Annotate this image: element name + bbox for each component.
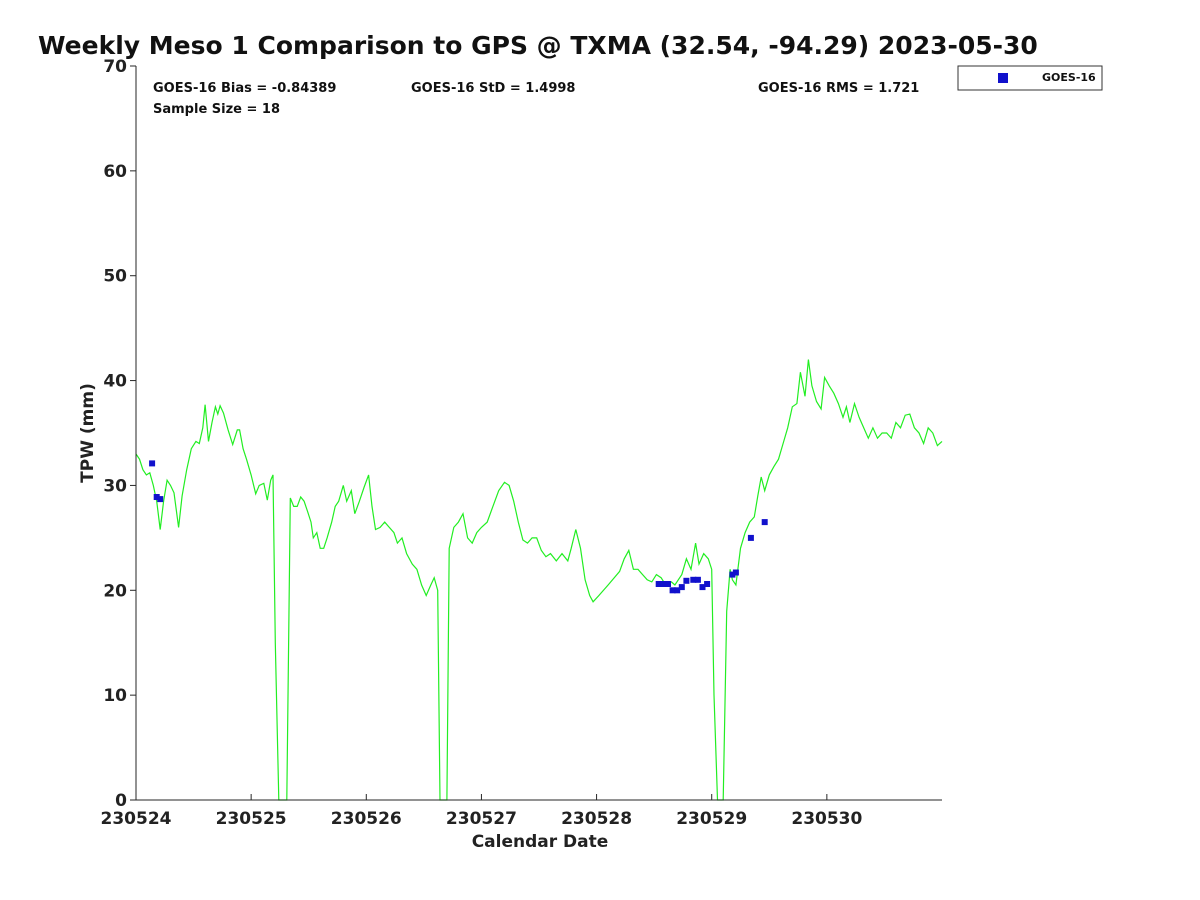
plot-area: [135, 66, 943, 801]
x-axis-ticks: 230524 230525 230526 230527 230528 230529 2305…: [101, 794, 863, 829]
goes16-point: [690, 576, 697, 583]
goes16-point: [665, 581, 671, 587]
goes16-point: [699, 584, 706, 591]
x-axis-label: Calendar Date: [472, 832, 609, 852]
y-tick-label: 40: [103, 372, 127, 392]
x-tick-label: 230528: [561, 809, 632, 829]
goes16-point: [729, 571, 736, 578]
chart-title: Weekly Meso 1 Comparison to GPS @ TXMA (…: [38, 31, 1038, 60]
goes16-point: [694, 576, 701, 583]
y-tick-label: 0: [115, 791, 127, 811]
goes16-point: [153, 494, 160, 500]
goes16-point: [157, 496, 164, 503]
y-tick-label: 20: [103, 581, 127, 601]
x-tick-label: 230529: [676, 809, 747, 829]
legend-marker-goes16: [998, 73, 1008, 83]
plot-background: [136, 66, 942, 800]
x-tick-label: 230524: [101, 809, 172, 829]
goes16-point: [683, 577, 690, 584]
y-tick-label: 50: [103, 267, 127, 287]
goes16-point: [669, 587, 676, 594]
goes-marker-layer: [149, 460, 768, 594]
rms-stat: GOES-16 RMS = 1.721: [758, 81, 919, 96]
gps-tpw-line: [135, 359, 943, 801]
x-tick-label: 230525: [216, 809, 287, 829]
std-stat: GOES-16 StD = 1.4998: [411, 81, 575, 96]
gps-line-layer: [135, 359, 943, 801]
x-tick-label: 230530: [791, 809, 862, 829]
bias-stat: GOES-16 Bias = -0.84389: [153, 81, 336, 96]
goes16-point: [732, 569, 739, 576]
goes16-point: [655, 581, 662, 587]
y-axis-label: TPW (mm): [78, 383, 98, 483]
goes16-point: [149, 460, 156, 467]
sample-size-stat: Sample Size = 18: [153, 102, 280, 117]
legend-box: [957, 65, 1103, 91]
y-axis-ticks: 0 10 20 30 40 50 60 70: [103, 57, 136, 811]
y-tick-label: 10: [103, 686, 127, 706]
goes16-point: [660, 581, 667, 587]
y-tick-label: 70: [103, 57, 127, 77]
legend: GOES-16: [957, 65, 1103, 91]
y-tick-label: 30: [103, 476, 127, 496]
goes16-point: [704, 581, 711, 587]
goes16-point: [747, 534, 754, 541]
x-tick-label: 230526: [331, 809, 402, 829]
goes16-point: [761, 519, 768, 526]
y-tick-label: 60: [103, 162, 127, 182]
goes16-point: [674, 587, 681, 594]
x-tick-label: 230527: [446, 809, 517, 829]
legend-label-goes16: GOES-16: [1042, 71, 1096, 84]
goes16-point: [678, 584, 685, 591]
